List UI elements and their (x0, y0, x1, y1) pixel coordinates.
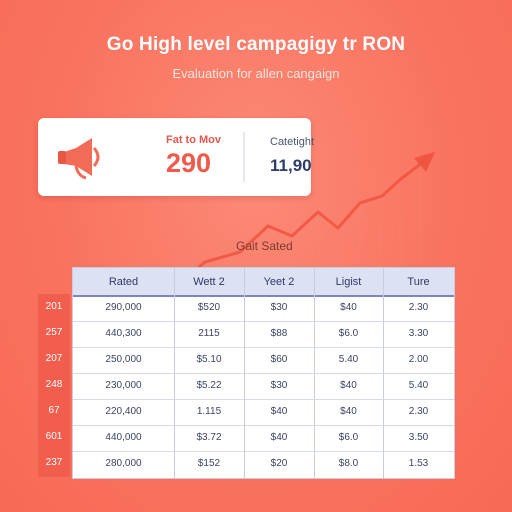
column-header-yeet[interactable]: Yeet 2 (263, 276, 295, 288)
table-cell: 3.50 (408, 432, 429, 443)
row-label: 207 (45, 353, 63, 364)
table-cell: $40 (340, 302, 357, 313)
table-row[interactable]: 440,300 2115 $88 $6.0 3.30 (73, 321, 454, 348)
table-cell: 440,000 (105, 432, 142, 443)
row-label-column: 201 257 207 248 67 601 237 (38, 294, 70, 477)
kpi-left-label: Fat to Mov (166, 134, 221, 146)
table-cell: 440,300 (105, 328, 142, 339)
column-header-ture[interactable]: Ture (407, 276, 430, 288)
table-cell: $3.72 (196, 432, 222, 443)
table-row[interactable]: 280,000 $152 $20 $8.0 1.53 (73, 451, 454, 477)
table-cell: $5.22 (196, 380, 222, 391)
table-cell: 2.30 (408, 302, 429, 313)
table-cell: $8.0 (338, 458, 359, 469)
column-header-rated[interactable]: Rated (108, 276, 139, 288)
table-cell: 5.40 (338, 354, 359, 365)
table-cell: 2.30 (408, 406, 429, 417)
row-label: 67 (48, 405, 60, 416)
row-label: 237 (45, 457, 63, 468)
row-label: 248 (45, 379, 63, 390)
data-table: Rated Wett 2 Yeet 2 Ligist Ture 290,000 … (72, 267, 455, 479)
table-cell: $40 (270, 406, 288, 417)
table-cell: 220,400 (105, 406, 142, 417)
row-label: 201 (45, 301, 63, 312)
table-header: Rated Wett 2 Yeet 2 Ligist Ture (73, 268, 454, 297)
table-row[interactable]: 290,000 $520 $30 $40 2.30 (73, 295, 454, 322)
table-cell: $30 (270, 380, 288, 391)
table-row[interactable]: 250,000 $5.10 $60 5.40 2.00 (73, 347, 454, 374)
kpi-divider (243, 132, 245, 182)
table-cell: $60 (270, 354, 288, 365)
table-cell: 280,000 (105, 458, 142, 469)
table-row[interactable]: 220,400 1.115 $40 $40 2.30 (73, 399, 454, 426)
table-cell: $6.0 (338, 432, 359, 443)
table-cell: 2.00 (408, 354, 429, 365)
table-cell: $40 (340, 406, 357, 417)
table-cell: 3.30 (408, 328, 429, 339)
table-cell: $20 (270, 458, 288, 469)
row-label: 257 (45, 327, 63, 338)
table-cell: $40 (270, 432, 288, 443)
column-header-ligist[interactable]: Ligist (335, 276, 362, 288)
page-subtitle: Evaluation for allen cangaign (172, 66, 340, 81)
table-cell: $30 (270, 302, 288, 313)
table-cell: $152 (197, 458, 221, 469)
table-cell: 230,000 (105, 380, 142, 391)
table-cell: 1.53 (408, 458, 429, 469)
table-cell: 290,000 (105, 302, 142, 313)
row-label: 601 (45, 431, 63, 442)
table-row[interactable]: 440,000 $3.72 $40 $6.0 3.50 (73, 425, 454, 452)
kpi-left-value: 290 (166, 148, 212, 178)
table-row[interactable]: 230,000 $5.22 $30 $40 5.40 (73, 373, 454, 400)
kpi-right-label: Catetight (270, 136, 315, 148)
table-cell: 2115 (198, 328, 220, 339)
table-cell: $40 (340, 380, 357, 391)
table-cell: 1.115 (196, 406, 222, 417)
data-table-wrapper: 201 257 207 248 67 601 237 Rated Wett 2 … (38, 267, 455, 481)
table-cell: 250,000 (105, 354, 142, 365)
column-header-wett[interactable]: Wett 2 (193, 276, 225, 288)
page-title: Go High level campagigy tr RON (106, 34, 406, 55)
kpi-right-value: 11,90 (270, 156, 312, 175)
megaphone-icon (58, 138, 100, 180)
table-caption: Gait Sated (236, 239, 293, 253)
table-cell: $520 (197, 302, 221, 313)
table-cell: 5.40 (408, 380, 429, 391)
kpi-card: Fat to Mov 290 Catetight 11,90 (38, 118, 315, 196)
table-cell: $5.10 (196, 354, 222, 365)
table-cell: $88 (270, 328, 288, 339)
table-cell: $6.0 (338, 328, 359, 339)
